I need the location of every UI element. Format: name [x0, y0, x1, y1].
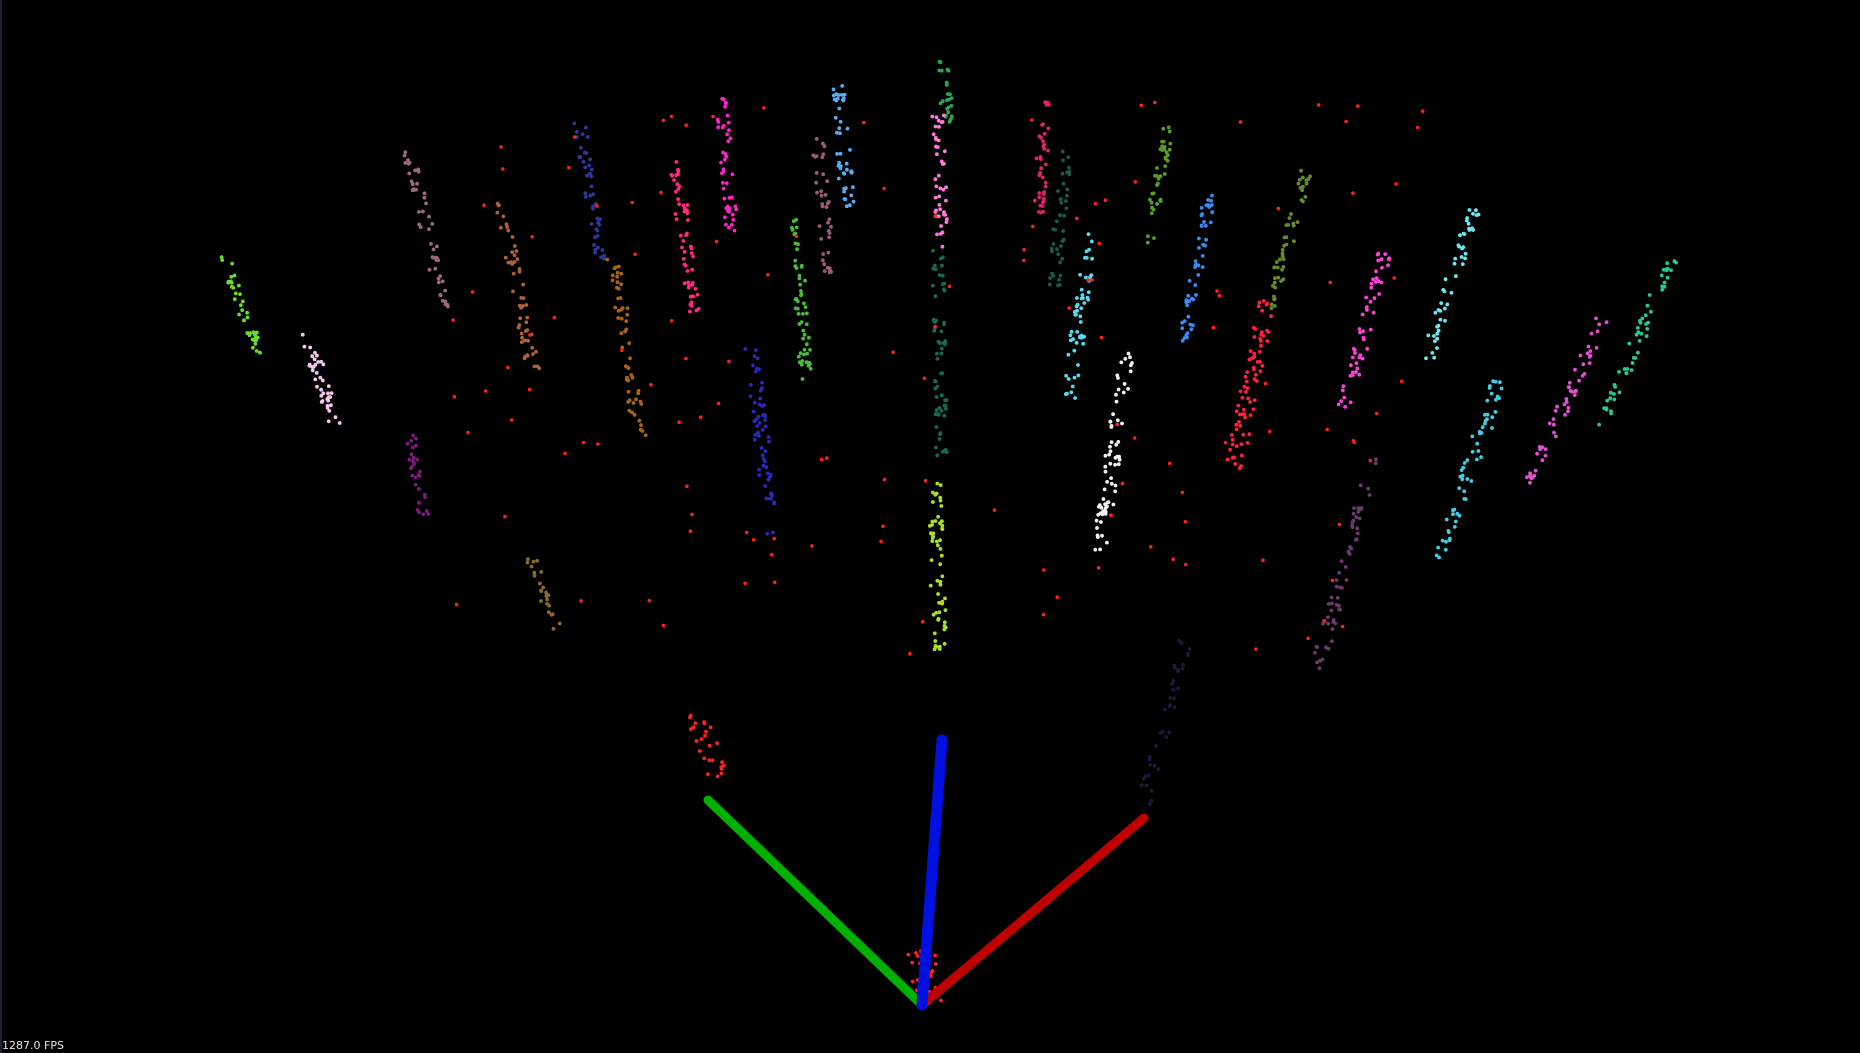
- aqua-cluster: [1424, 208, 1481, 361]
- white-pink-cluster: [300, 332, 342, 425]
- olive-green-cluster: [1145, 125, 1173, 245]
- coordinate-axes: [703, 734, 1149, 1011]
- lime-green-cluster: [790, 217, 813, 381]
- y-axis: [703, 795, 927, 1010]
- pink-magenta-cluster: [1336, 251, 1392, 409]
- scattered-red-points: [451, 100, 1425, 656]
- dark-plum-cluster: [1313, 457, 1378, 671]
- rose-brown-cluster: [811, 137, 833, 275]
- dark-green-cluster: [1047, 149, 1072, 288]
- sky-blue-cluster: [831, 84, 856, 209]
- z-axis: [916, 734, 948, 1011]
- green-cluster-far-left: [219, 255, 262, 355]
- fps-counter: 1287.0 FPS: [2, 1039, 64, 1052]
- point-clusters: [219, 59, 1678, 1003]
- purple-cluster: [405, 433, 431, 517]
- pink-column-cluster: [930, 113, 949, 249]
- olive-cluster: [1269, 168, 1312, 310]
- teal-blue-cluster: [1434, 379, 1504, 560]
- olive-brown-cluster: [525, 557, 562, 631]
- crimson-cluster: [1032, 100, 1051, 215]
- green-top-cluster: [937, 59, 954, 124]
- viewport-border: [0, 0, 2, 1053]
- cyan-cluster: [1063, 232, 1094, 400]
- yellow-green-cluster: [927, 481, 948, 652]
- navy-cluster: [572, 121, 607, 261]
- brown-orange-cluster: [495, 201, 542, 371]
- indigo-cluster: [743, 347, 777, 536]
- red-small-cluster: [688, 713, 726, 779]
- orchid-cluster: [1525, 316, 1609, 485]
- blue-cluster: [1180, 193, 1215, 343]
- dark-orange-cluster: [605, 257, 648, 438]
- red-cluster: [1225, 299, 1273, 471]
- sea-green-cluster: [1597, 259, 1678, 427]
- mauve-cluster: [402, 150, 450, 309]
- white-cluster: [1093, 351, 1134, 552]
- x-axis: [917, 813, 1149, 1010]
- hot-pink-cluster: [669, 160, 701, 314]
- dark-teal-column-cluster: [930, 248, 949, 458]
- dark-navy-cluster: [1139, 638, 1192, 807]
- magenta-cluster: [715, 97, 739, 233]
